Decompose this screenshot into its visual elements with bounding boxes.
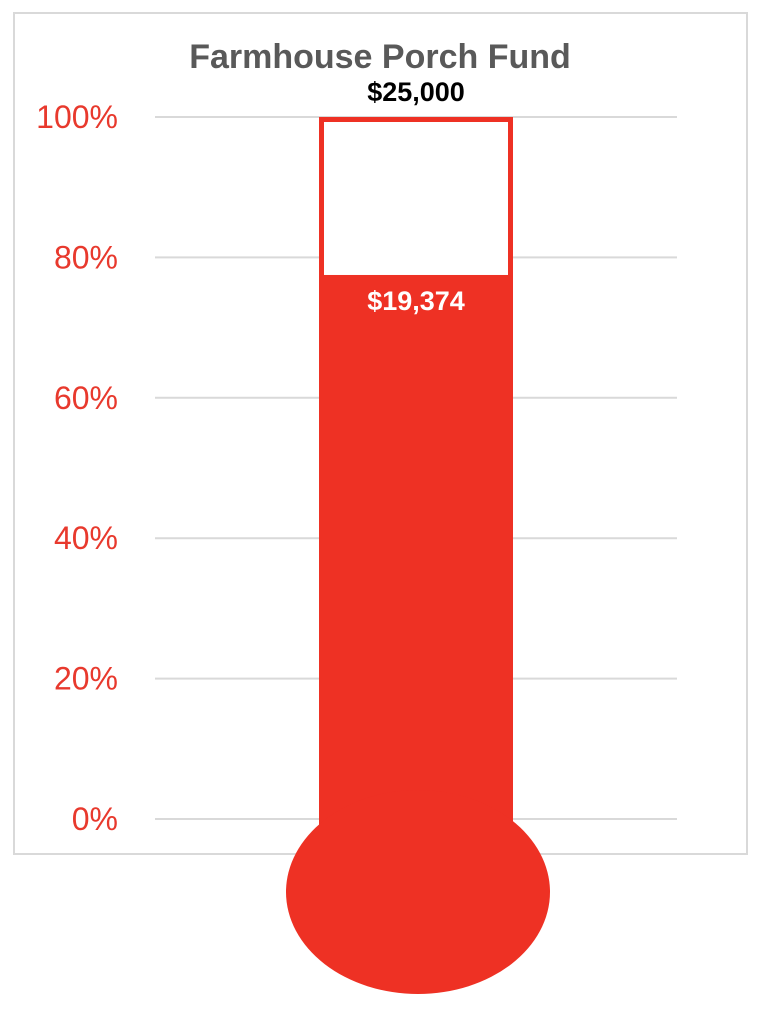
thermometer-fill-bar [319, 274, 513, 892]
current-value-label: $19,374 [367, 286, 465, 316]
thermometer-bulb [286, 790, 550, 994]
y-tick-label: 0% [72, 801, 118, 837]
chart-title: Farmhouse Porch Fund [189, 38, 571, 76]
y-tick-label: 100% [36, 99, 118, 135]
y-tick-label: 40% [54, 520, 118, 556]
y-tick-label: 60% [54, 380, 118, 416]
y-axis-tick-labels: 0% 20% 40% 60% 80% 100% [36, 99, 118, 837]
goal-value-label: $25,000 [367, 77, 465, 107]
y-tick-label: 20% [54, 661, 118, 697]
y-tick-label: 80% [54, 239, 118, 275]
